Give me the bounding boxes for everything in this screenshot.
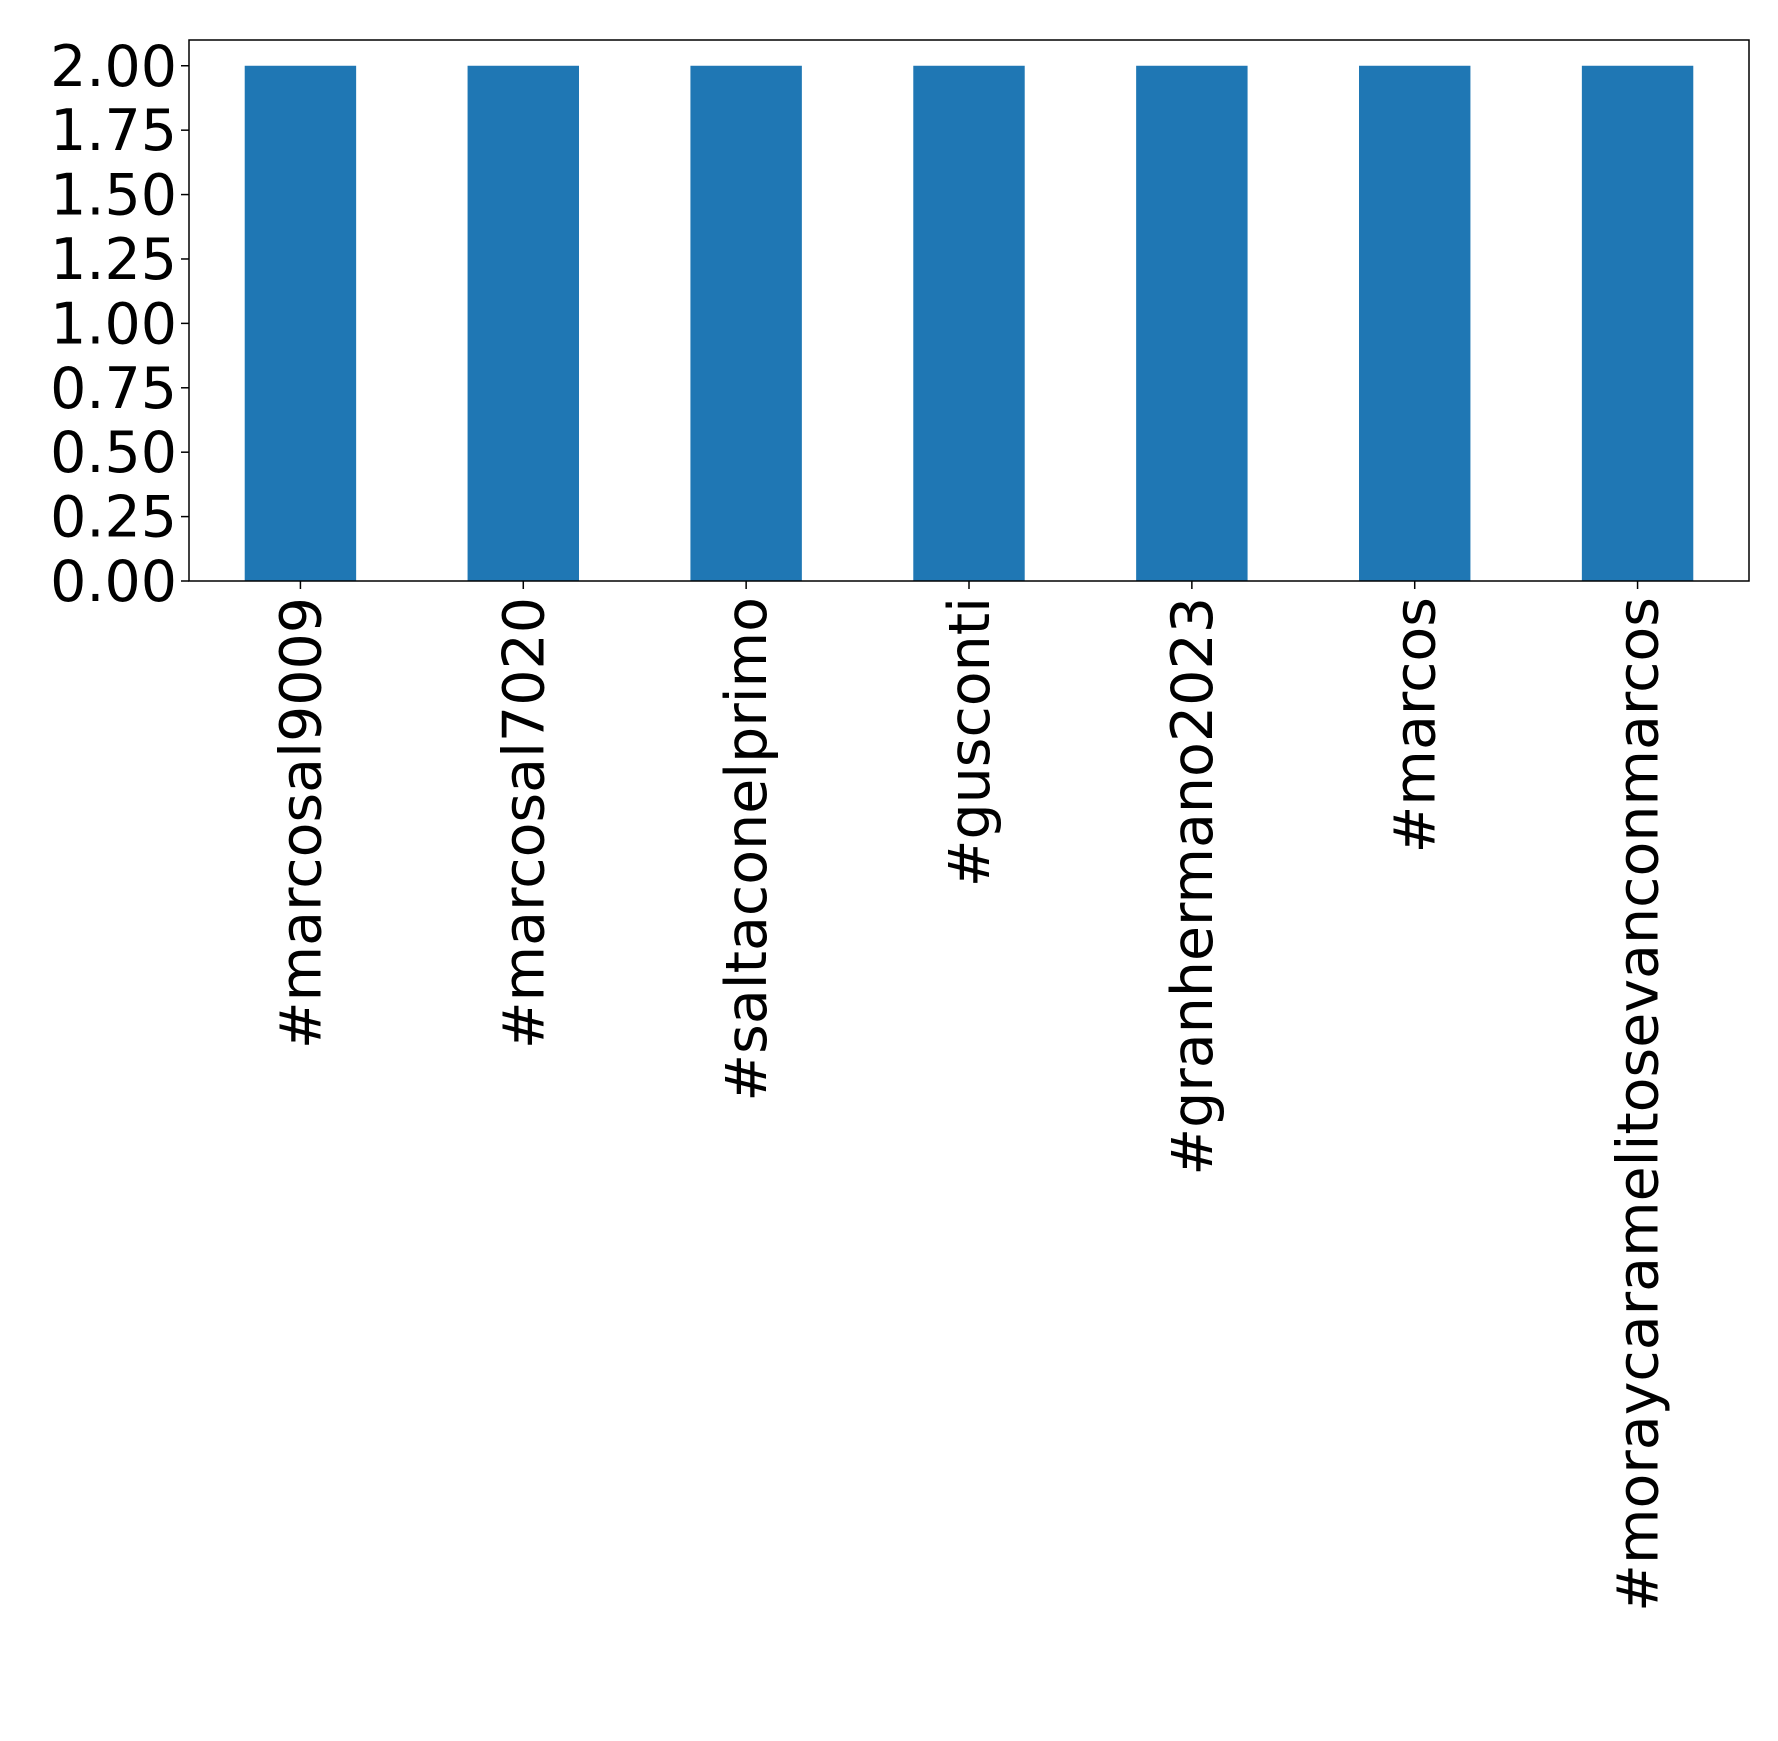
y-tick-label: 1.00 [50,291,177,357]
x-tick-label: #marcos [1383,597,1449,853]
y-tick-label: 0.25 [50,485,177,551]
y-tick-label: 1.25 [50,227,177,293]
y-tick-label: 2.00 [50,34,177,100]
x-tick-label: #marcosal7020 [491,597,557,1049]
x-tick-label: #granhermano2023 [1160,597,1226,1176]
axes-frame [188,39,1750,582]
bar [913,65,1025,581]
bar [1359,65,1471,581]
x-tick-label: #moraycaramelitosevanconmarcos [1606,597,1672,1612]
y-tick-label: 1.50 [50,163,177,229]
y-tick-label: 0.00 [50,549,177,615]
bar [244,65,357,581]
bar [690,65,802,581]
x-tick-label: #saltaconelprimo [714,597,780,1102]
bar [1136,65,1248,581]
y-tick-label: 1.75 [50,98,177,164]
y-tick-label: 0.50 [50,420,177,486]
bar [1581,65,1694,581]
y-tick-label: 0.75 [50,356,177,422]
x-tick-label: #marcosal9009 [268,597,334,1049]
x-tick-label: #gusconti [937,597,1003,887]
bar [467,65,579,581]
